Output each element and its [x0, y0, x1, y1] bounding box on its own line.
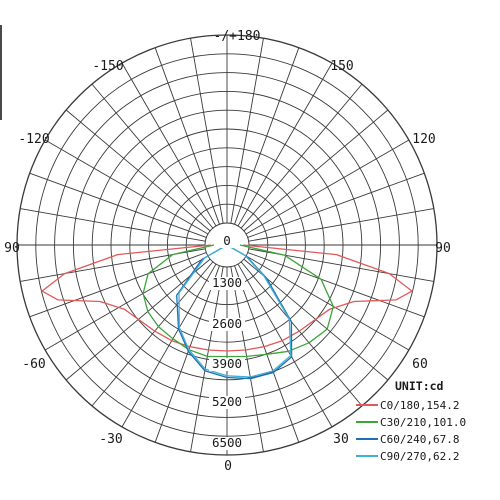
radial-tick-label: 3900	[212, 356, 242, 371]
legend-entry: C60/240,67.8	[380, 433, 459, 446]
angle-label: 90	[435, 241, 451, 256]
grid-ring	[129, 147, 325, 343]
grid-ring	[35, 53, 419, 437]
series-curve-1	[41, 244, 413, 352]
series-curve-3	[176, 244, 293, 380]
radial-label-bg	[209, 396, 245, 409]
radial-label-bg	[209, 318, 245, 331]
angle-label: 60	[412, 357, 428, 372]
radial-label-bg	[221, 235, 233, 248]
radial-tick-label: 0	[223, 233, 231, 248]
radial-tick-label: 5200	[212, 394, 242, 409]
grid-ring	[16, 34, 438, 456]
angle-label: 150	[330, 59, 353, 74]
radial-label-bg	[209, 358, 245, 371]
angle-label: 30	[333, 432, 349, 447]
unit-label: UNIT:cd	[395, 379, 444, 393]
angle-label: 120	[412, 132, 435, 147]
grid-ring	[91, 109, 363, 381]
radial-label-bg	[209, 277, 245, 290]
radial-tick-label: 1300	[212, 275, 242, 290]
legend-entry: C30/210,101.0	[380, 416, 466, 429]
grid-ring	[166, 184, 288, 306]
angle-label: 0	[224, 459, 232, 474]
radial-tick-labels: 0 1300 2600 3900 5200 6500	[209, 233, 245, 450]
radial-tick-label: 6500	[212, 435, 242, 450]
angle-label: -/+180	[214, 29, 261, 44]
grid-ring	[54, 72, 400, 418]
series-curve-4	[178, 244, 292, 378]
radial-tick-label: 2600	[212, 316, 242, 331]
angle-label: -150	[92, 59, 123, 74]
radial-label-bg	[209, 437, 245, 450]
angle-label: -30	[99, 432, 122, 447]
angle-label: -120	[18, 132, 49, 147]
legend-entry: C90/270,62.2	[380, 450, 459, 463]
angle-label: -60	[22, 357, 45, 372]
angle-label: 90	[4, 241, 20, 256]
angle-tick-labels: -/+180 -150 150 -120 120 90 90 -60 60 -30 30 0	[4, 29, 451, 474]
legend: UNIT:cd C0/180,154.2 C30/210,101.0 C60/240…	[356, 379, 466, 463]
series-curve-2	[142, 244, 334, 358]
legend-entry: C0/180,154.2	[380, 399, 459, 412]
series-curves	[41, 244, 413, 380]
